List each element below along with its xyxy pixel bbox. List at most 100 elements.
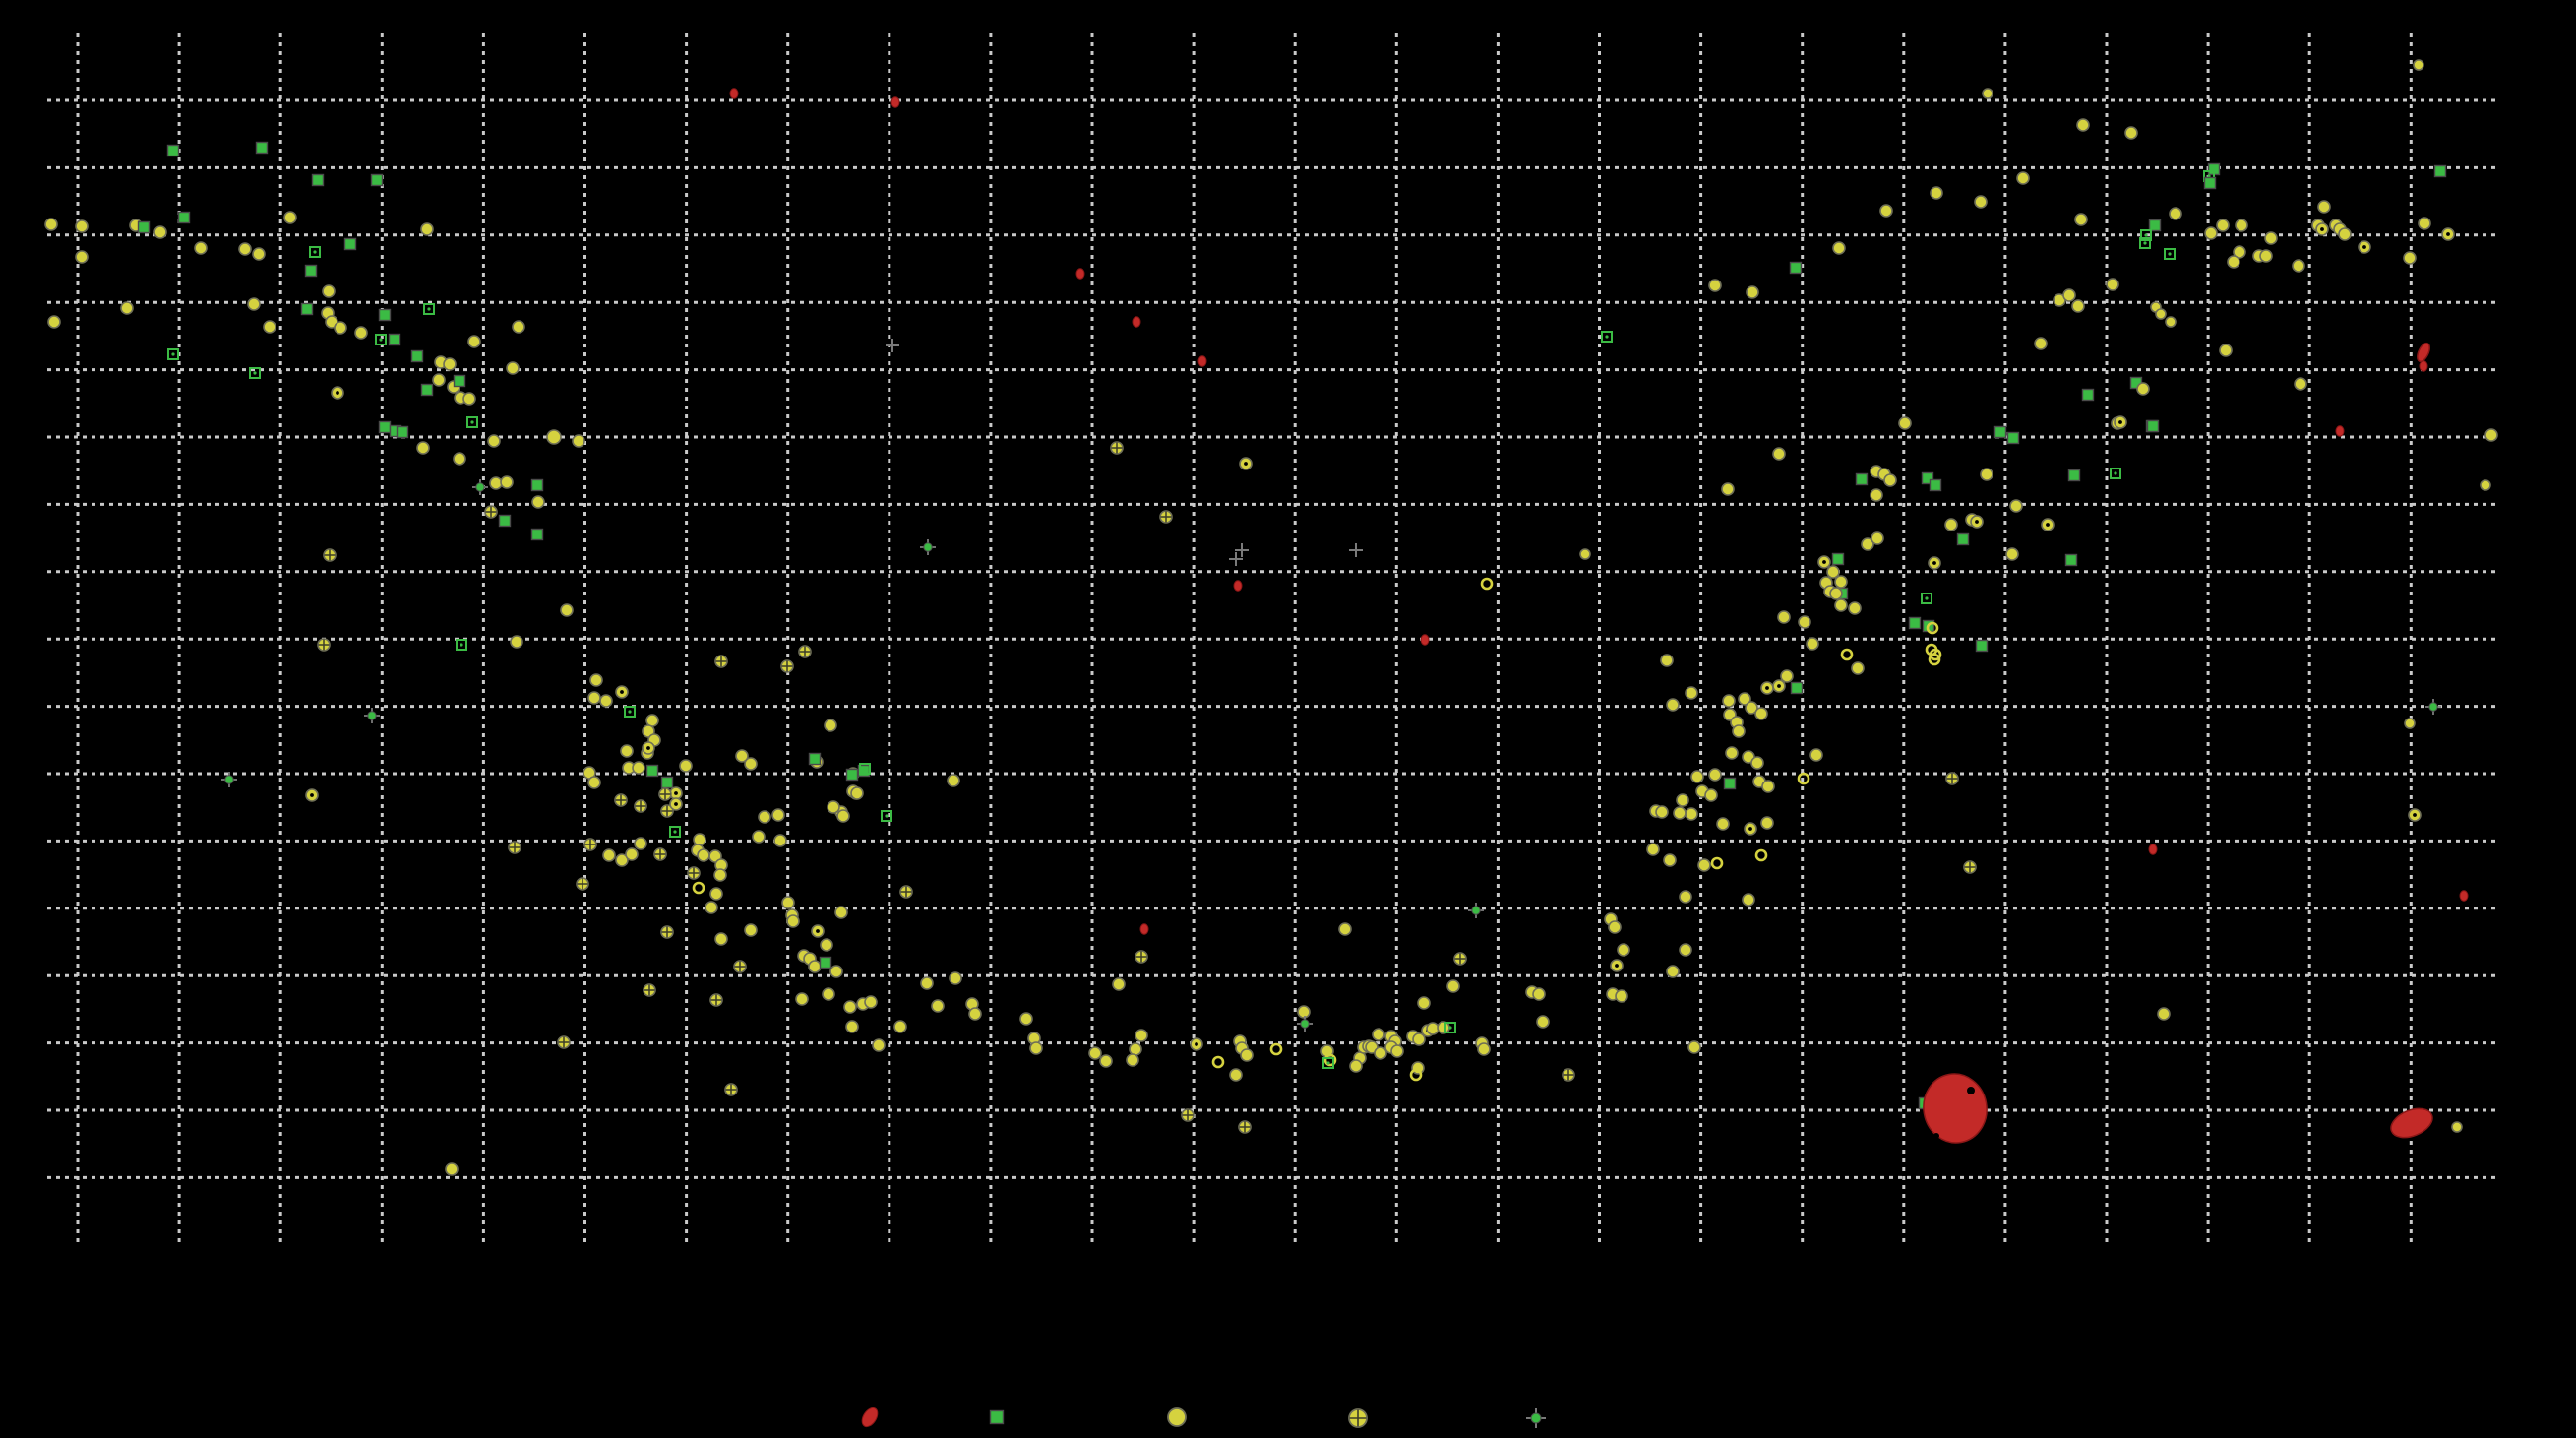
data-point-yellow-circle [693, 833, 706, 846]
marker-center-dot [1244, 462, 1248, 466]
yellow-circle-icon [1167, 1407, 1187, 1427]
data-point-yellow-circle [1870, 488, 1883, 502]
data-point-red-dot [2459, 890, 2469, 902]
data-point-green-square-open [375, 334, 387, 345]
data-point-yellow-circle [1732, 724, 1746, 738]
marker-center-dot [1777, 684, 1781, 688]
data-point-yellow-circle [1687, 1040, 1701, 1054]
data-point-yellow-circle [1708, 768, 1722, 782]
data-point-yellow-circle [510, 635, 523, 649]
marker-center-dot [863, 767, 867, 771]
data-point-yellow-circle [487, 434, 501, 448]
data-point-yellow-circle [893, 1020, 907, 1033]
data-point-yellow-circle [2016, 171, 2030, 185]
data-point-yellow-circle [1536, 1015, 1550, 1029]
data-point-yellow-circle [1704, 788, 1718, 802]
marker-center-dot [460, 643, 463, 647]
data-point-yellow-circle [1666, 965, 1680, 978]
legend [861, 1407, 1546, 1428]
data-point-yellow-circle [752, 830, 766, 844]
data-point-yellow-circle [2071, 299, 2085, 313]
data-point-yellow-circle [1980, 468, 1993, 481]
data-point-yellow-circle [829, 965, 843, 978]
data-point-yellow-circle [1851, 661, 1865, 675]
data-point-yellow-circle [2233, 245, 2246, 259]
data-point-yellow-circle [2404, 718, 2416, 729]
data-point-yellow-circle [443, 357, 457, 371]
marker-center-dot [2168, 252, 2172, 256]
data-point-yellow-circle [1780, 669, 1794, 683]
marker-center-dot [379, 338, 383, 342]
data-point-yellow-circle [1745, 701, 1758, 715]
data-point-yellow-circle [786, 914, 800, 928]
data-point-green-square [1831, 552, 1845, 566]
data-point-green-square [420, 383, 434, 397]
data-point-green-square [396, 425, 409, 439]
data-point-yellow-circle [2074, 213, 2088, 226]
data-point-yellow-circle [354, 326, 368, 340]
data-point-yellow-circle [334, 321, 347, 335]
data-point-green-square-open [1601, 331, 1613, 343]
data-point-red-dot [2335, 425, 2345, 437]
data-point-yellow-circle [625, 847, 639, 861]
data-point-yellow-circle [1617, 943, 1630, 957]
data-point-yellow-circle [1446, 979, 1460, 993]
data-point-green-square-open [859, 763, 871, 775]
data-point-red-dot [2148, 844, 2158, 855]
data-point-yellow-circle [1129, 1042, 1142, 1056]
data-point-green-square [378, 308, 392, 322]
data-point-green-square [660, 776, 674, 789]
data-point-red-dot [1139, 923, 1149, 935]
data-point-yellow-circle [1772, 447, 1786, 461]
data-point-yellow-circle [836, 809, 850, 823]
data-point-yellow-circle [194, 241, 208, 255]
data-point-green-square [1908, 616, 1922, 630]
data-point-green-square [819, 956, 832, 969]
data-point-yellow-circle [1679, 890, 1692, 904]
data-point-green-square [2081, 388, 2095, 402]
data-point-yellow-circle [1390, 1044, 1404, 1058]
data-point-yellow-circle [2403, 251, 2417, 265]
data-point-yellow-circle [587, 691, 601, 705]
data-point-yellow-circle [620, 744, 634, 758]
data-point-green-square [1993, 425, 2007, 439]
data-point-yellow-circle [632, 761, 645, 775]
data-point-yellow-circle [416, 441, 430, 455]
data-point-yellow-circle [1676, 793, 1689, 807]
data-point-green-square [410, 349, 424, 363]
data-point-yellow-circle [1135, 1029, 1148, 1042]
data-point-yellow-circle [634, 837, 647, 850]
data-point-yellow-ring [1323, 1053, 1337, 1067]
legend-marker-green-plus-dot [1526, 1408, 1546, 1428]
data-point-yellow-circle [2317, 200, 2331, 214]
marker-center-dot [470, 420, 474, 424]
marker-center-dot [1326, 1061, 1330, 1065]
data-point-yellow-circle [808, 960, 822, 973]
data-point-yellow-circle [714, 932, 728, 946]
data-point-yellow-ring [1840, 648, 1854, 661]
data-point-green-plus-dot [2428, 702, 2438, 712]
data-point-red-dot [1420, 634, 1430, 646]
data-point-green-square-open [881, 810, 892, 822]
data-point-yellow-circle [467, 335, 481, 348]
data-point-yellow-circle [1673, 806, 1687, 820]
data-point-yellow-ring [1269, 1042, 1283, 1056]
data-point-green-square-open [167, 348, 179, 360]
data-point-yellow-circle [824, 719, 837, 732]
data-point-green-square [2433, 164, 2447, 178]
data-point-green-square [388, 333, 401, 346]
data-point-yellow-circle [1871, 531, 1884, 545]
data-point-yellow-circle [2076, 118, 2090, 132]
data-point-yellow-circle [1029, 1041, 1043, 1055]
data-point-yellow-circle [850, 786, 864, 800]
marker-center-dot [674, 791, 678, 795]
data-point-yellow-circle [462, 392, 476, 406]
data-point-yellow-circle [1088, 1046, 1102, 1060]
marker-center-dot [1195, 1042, 1198, 1046]
data-point-yellow-circle [773, 834, 787, 847]
data-point-yellow-circle [602, 848, 616, 862]
data-point-yellow-circle [2062, 288, 2076, 302]
data-point-yellow-circle [2451, 1121, 2463, 1133]
